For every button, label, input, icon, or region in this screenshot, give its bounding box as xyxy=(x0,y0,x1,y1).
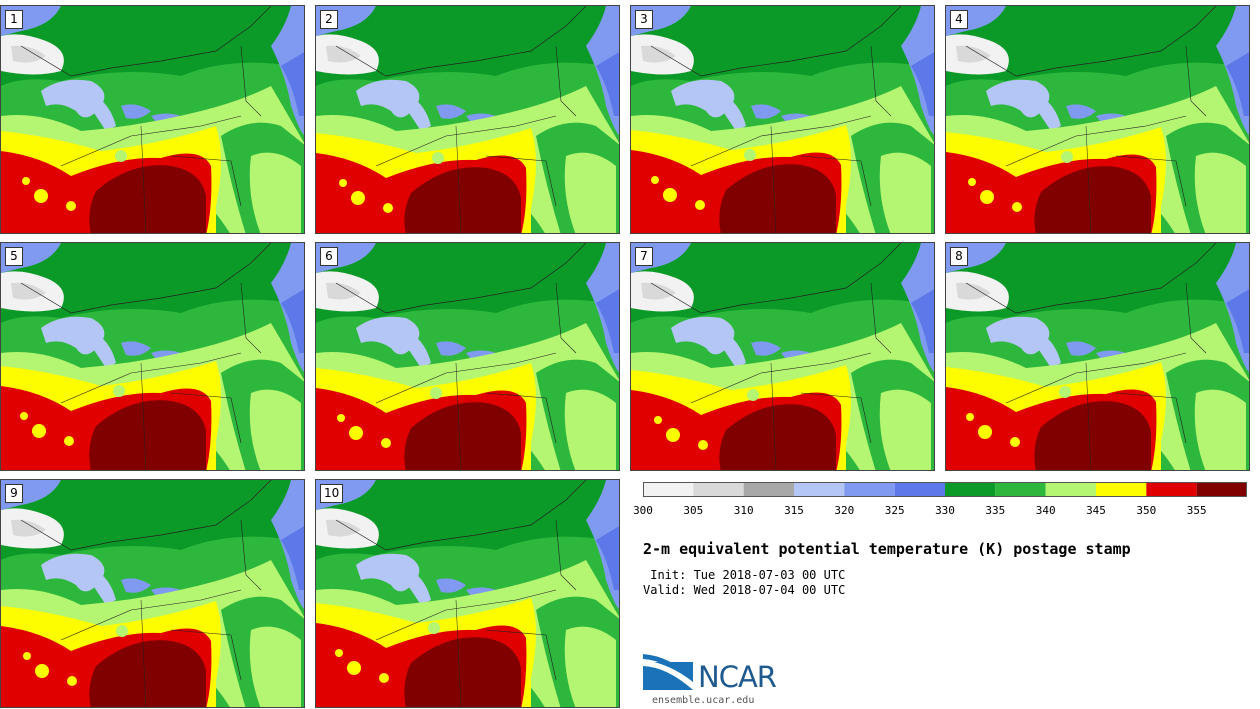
map-field xyxy=(946,243,1249,470)
map-field xyxy=(1,480,304,707)
member-number-label: 6 xyxy=(320,247,338,266)
colorbar-segment xyxy=(945,482,996,497)
colorbar-tick-label: 320 xyxy=(834,504,855,517)
member-number-label: 5 xyxy=(5,247,23,266)
colorbar-segment xyxy=(844,482,895,497)
postage-stamp-panel: 2 xyxy=(315,5,620,234)
colorbar-segment xyxy=(1045,482,1096,497)
colorbar-tick-label: 345 xyxy=(1086,504,1106,517)
member-number-label: 2 xyxy=(320,10,338,29)
map-title: 2-m equivalent potential temperature (K)… xyxy=(643,540,1131,558)
colorbar-segment xyxy=(693,482,744,497)
ncar-logo-icon xyxy=(643,654,693,690)
colorbar xyxy=(643,482,1247,497)
colorbar-segment xyxy=(643,482,694,497)
colorbar-segment xyxy=(995,482,1046,497)
map-field xyxy=(316,6,619,233)
colorbar-tick-label: 305 xyxy=(683,504,704,517)
member-number-label: 7 xyxy=(635,247,653,266)
postage-stamp-panel: 3 xyxy=(630,5,935,234)
valid-time: Valid: Wed 2018-07-04 00 UTC xyxy=(643,583,846,597)
colorbar-tick-label: 330 xyxy=(935,504,955,517)
colorbar-segment xyxy=(1096,482,1147,497)
postage-stamp-panel: 9 xyxy=(0,479,305,708)
colorbar-tick-label: 315 xyxy=(784,504,804,517)
map-field xyxy=(1,243,304,470)
postage-stamp-panel: 10 xyxy=(315,479,620,708)
map-field xyxy=(1,6,304,233)
postage-stamp-panel: 6 xyxy=(315,242,620,471)
map-field xyxy=(316,243,619,470)
colorbar-segment xyxy=(794,482,845,497)
map-field xyxy=(946,6,1249,233)
colorbar-tick-label: 310 xyxy=(733,504,754,517)
postage-stamp-panel: 8 xyxy=(945,242,1250,471)
postage-stamp-panel: 1 xyxy=(0,5,305,234)
postage-stamp-panel: 7 xyxy=(630,242,935,471)
member-number-label: 4 xyxy=(950,10,968,29)
colorbar-tick-label: 350 xyxy=(1136,504,1157,517)
logo-url: ensemble.ucar.edu xyxy=(652,695,755,706)
colorbar-tick-label: 355 xyxy=(1186,504,1207,517)
member-number-label: 3 xyxy=(635,10,653,29)
member-number-label: 10 xyxy=(320,484,344,503)
postage-stamp-panel: 4 xyxy=(945,5,1250,234)
ncar-logo-text: NCAR xyxy=(698,660,777,694)
colorbar-segment xyxy=(1196,482,1247,497)
map-field xyxy=(631,243,934,470)
colorbar-border xyxy=(643,482,1247,497)
init-time: Init: Tue 2018-07-03 00 UTC xyxy=(643,568,846,582)
colorbar-segment xyxy=(743,482,794,497)
colorbar-segment xyxy=(1146,482,1197,497)
map-field xyxy=(316,480,619,707)
colorbar-tick-label: 340 xyxy=(1035,504,1056,517)
map-field xyxy=(631,6,934,233)
member-number-label: 8 xyxy=(950,247,968,266)
member-number-label: 9 xyxy=(5,484,23,503)
colorbar-tick-label: 335 xyxy=(985,504,1006,517)
member-number-label: 1 xyxy=(5,10,23,29)
colorbar-tick-label: 325 xyxy=(884,504,905,517)
postage-stamp-panel: 5 xyxy=(0,242,305,471)
colorbar-segment xyxy=(894,482,945,497)
colorbar-tick-label: 300 xyxy=(633,504,653,517)
